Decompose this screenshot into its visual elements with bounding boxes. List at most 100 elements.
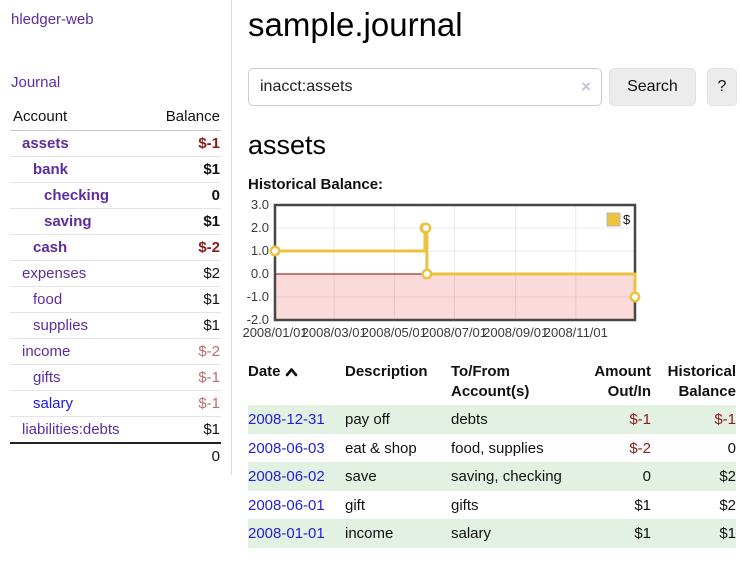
account-row: expenses $2 — [10, 260, 221, 287]
account-balance: $2 — [147, 260, 221, 287]
account-row: supplies $1 — [10, 312, 221, 339]
svg-text:2.0: 2.0 — [251, 220, 269, 235]
app-title-link[interactable]: hledger-web — [11, 11, 94, 28]
transaction-date-link[interactable]: 2008-01-01 — [248, 525, 325, 542]
account-row: checking 0 — [10, 182, 221, 209]
transaction-row: 2008-12-31 pay off debts $-1 $-1 — [248, 405, 736, 434]
account-link[interactable]: saving — [44, 213, 92, 230]
register-col-accounts: To/From Account(s) — [451, 363, 530, 400]
account-row: assets $-1 — [10, 131, 221, 157]
register-col-amount: Amount Out/In — [594, 363, 651, 400]
svg-text:2008/01/01: 2008/01/01 — [242, 325, 307, 340]
account-balance: 0 — [147, 182, 221, 209]
clear-search-icon[interactable]: × — [581, 76, 592, 96]
transaction-balance: 0 — [727, 439, 736, 457]
account-balance: $-1 — [147, 364, 221, 391]
account-link[interactable]: expenses — [22, 265, 87, 282]
transaction-row: 2008-06-02 save saving, checking 0 $2 — [248, 462, 736, 491]
transaction-row: 2008-06-01 gift gifts $1 $2 — [248, 491, 736, 520]
account-row: food $1 — [10, 286, 221, 313]
svg-text:3.0: 3.0 — [251, 197, 269, 212]
search-input[interactable] — [248, 68, 603, 106]
register-col-description: Description — [345, 363, 428, 380]
account-balance: $1 — [147, 156, 221, 183]
page-title: sample.journal — [248, 6, 463, 43]
account-link[interactable]: salary — [33, 395, 74, 412]
svg-text:1.0: 1.0 — [251, 243, 269, 258]
accounts-total-row: 0 — [10, 442, 221, 469]
account-row: bank $1 — [10, 156, 221, 183]
register-col-date[interactable]: Date — [248, 359, 345, 405]
account-balance: $-1 — [198, 135, 220, 152]
account-link[interactable]: assets — [22, 135, 69, 152]
transaction-balance: $2 — [719, 496, 736, 514]
account-row: saving $1 — [10, 208, 221, 235]
transaction-accounts: debts — [451, 411, 488, 428]
sidebar-item-journal[interactable]: Journal — [11, 74, 61, 91]
help-button[interactable]: ? — [706, 68, 737, 106]
account-link[interactable]: gifts — [33, 369, 61, 386]
register-table: Date Description To/From Account(s) Amou… — [248, 359, 736, 548]
account-link[interactable]: bank — [33, 161, 69, 178]
search-bar: × Search ? — [248, 68, 737, 106]
transaction-description: save — [345, 468, 377, 485]
svg-text:$: $ — [623, 212, 631, 227]
account-link[interactable]: income — [22, 343, 71, 360]
accounts-col-header: Account — [10, 104, 148, 131]
app-window: hledger-web Journal Account Balance asse… — [0, 0, 737, 548]
transaction-date-link[interactable]: 2008-12-31 — [248, 411, 325, 428]
account-balance: $1 — [147, 312, 221, 339]
transaction-amount: $1 — [634, 496, 651, 514]
transaction-date-link[interactable]: 2008-06-03 — [248, 439, 325, 457]
transaction-amount: $1 — [634, 525, 651, 542]
account-link[interactable]: supplies — [33, 317, 89, 334]
account-row: salary $-1 — [10, 390, 221, 417]
account-link[interactable]: cash — [33, 239, 68, 256]
sidebar: hledger-web Journal Account Balance asse… — [0, 0, 232, 475]
transaction-description: income — [345, 525, 394, 542]
account-row: cash $-2 — [10, 234, 221, 261]
account-heading: assets — [248, 130, 327, 160]
svg-text:-2.0: -2.0 — [247, 312, 269, 327]
chart-title: Historical Balance: — [248, 176, 384, 193]
accounts-total-balance: 0 — [147, 442, 221, 469]
account-balance: $1 — [147, 208, 221, 235]
balance-col-header: Balance — [147, 104, 221, 131]
transaction-date-link[interactable]: 2008-06-01 — [248, 496, 325, 514]
transaction-balance: $2 — [719, 468, 736, 485]
historical-balance-chart: 3.0 2.0 1.0 0.0 -1.0 -2.02008/01/012008/03/01… — [242, 197, 641, 340]
account-link[interactable]: food — [33, 291, 63, 308]
accounts-table: Account Balance assets $-1 bank $1 check… — [10, 104, 221, 469]
account-balance: $1 — [147, 286, 221, 313]
account-balance: $1 — [147, 416, 221, 443]
transaction-row: 2008-06-03 eat & shop food, supplies $-2… — [248, 434, 736, 463]
transaction-date-link[interactable]: 2008-06-02 — [248, 468, 325, 485]
transaction-description: gift — [345, 496, 366, 514]
transaction-accounts: salary — [451, 525, 492, 542]
svg-text:2008/07/01: 2008/07/01 — [422, 325, 487, 340]
account-link[interactable]: liabilities:debts — [22, 421, 120, 438]
account-row: income $-2 — [10, 338, 221, 365]
transaction-row: 2008-01-01 income salary $1 $1 — [248, 519, 736, 548]
transaction-description: eat & shop — [345, 439, 417, 457]
svg-text:2008/11/01: 2008/11/01 — [544, 325, 608, 340]
svg-text:-1.0: -1.0 — [247, 289, 269, 304]
transaction-amount: $-1 — [629, 411, 651, 428]
transaction-balance: $1 — [719, 525, 736, 542]
transaction-amount: 0 — [642, 468, 651, 485]
svg-text:2008/05/01: 2008/05/01 — [362, 325, 427, 340]
account-balance: $-1 — [147, 390, 221, 417]
transaction-description: pay off — [345, 411, 390, 428]
svg-text:2008/03/01: 2008/03/01 — [302, 325, 367, 340]
sort-ascending-icon — [285, 363, 298, 383]
search-button[interactable]: Search — [609, 68, 696, 106]
svg-text:2008/09/01: 2008/09/01 — [483, 325, 548, 340]
account-link[interactable]: checking — [44, 187, 110, 204]
transaction-accounts: food, supplies — [451, 439, 544, 457]
account-balance: $-2 — [147, 234, 221, 261]
transaction-accounts: saving, checking — [451, 468, 562, 485]
transaction-accounts: gifts — [451, 496, 479, 514]
svg-text:0.0: 0.0 — [251, 266, 269, 281]
transaction-balance: $-1 — [714, 411, 736, 428]
register-col-balance: Historical Balance — [667, 363, 736, 400]
